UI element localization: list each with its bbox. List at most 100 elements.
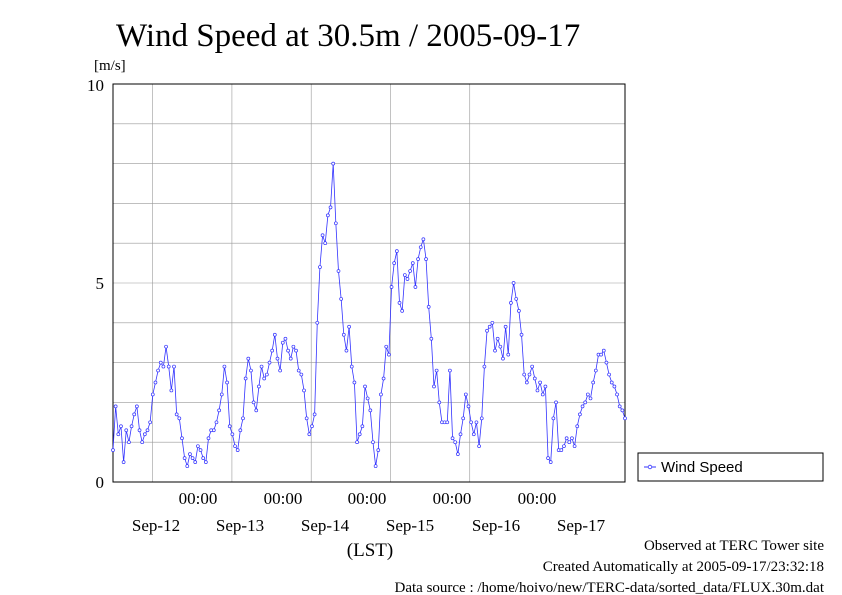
data-point [352,380,357,385]
data-point [524,380,529,385]
data-point [543,384,548,389]
data-point [368,408,373,413]
footer-source: Data source : /home/hoivo/new/TERC-data/… [395,580,825,595]
data-point [148,420,152,425]
data-point [527,372,532,377]
data-point [270,348,275,353]
series-line [112,163,626,468]
x-time-tick-label: 00:00 [264,489,303,508]
data-point [535,388,540,393]
y-axis: 0 5 10 [87,76,104,492]
data-point [495,336,500,341]
grid-lines [113,84,625,482]
data-point [142,432,147,437]
data-point [310,424,314,429]
data-point [519,332,524,337]
data-point [591,380,596,385]
legend-box [637,452,824,482]
data-point [392,261,397,265]
data-point [373,464,378,468]
data-point [307,432,312,437]
data-point [408,269,412,273]
data-point [445,420,450,425]
data-point [124,428,129,433]
data-point [400,309,405,313]
data-point [530,364,535,369]
data-point [286,348,290,353]
data-point [485,328,489,333]
data-point [379,392,383,397]
data-point [349,364,354,369]
data-point [227,424,232,429]
data-point [158,360,163,365]
data-point [503,324,508,329]
data-point [341,332,346,337]
legend-marker-icon [647,464,653,470]
data-point [572,444,577,449]
data-point [166,364,171,369]
data-point [238,428,243,433]
data-point [469,420,473,425]
x-axis: 00:00 00:00 00:00 00:00 00:00 Sep-12 Sep… [132,489,606,535]
x-date-tick-label: Sep-17 [557,516,606,535]
data-point [617,404,622,409]
data-point [257,384,261,389]
data-point [150,392,155,397]
data-point [190,456,195,460]
data-point [426,305,431,309]
data-point [395,249,399,254]
data-point [164,344,168,349]
y-tick-label-0: 0 [96,473,105,492]
data-point [463,392,468,397]
data-point [477,444,481,449]
data-point [615,392,619,397]
data-point [246,356,251,361]
data-point [429,336,434,341]
data-point [219,392,224,397]
x-time-tick-label: 00:00 [179,489,218,508]
data-point [280,340,285,345]
data-point [456,452,460,456]
data-point [355,440,359,445]
data-point [180,436,184,441]
y-axis-unit: [m/s] [94,58,126,74]
data-point [249,368,253,373]
data-point [304,416,309,421]
data-point [607,372,611,377]
legend: Wind Speed [637,452,824,482]
data-point [548,460,553,464]
x-time-tick-label: 00:00 [518,489,557,508]
data-point [296,368,301,373]
data-point [604,360,609,365]
data-point [612,384,617,389]
data-point [161,364,166,369]
data-point [522,372,527,377]
data-point [156,368,160,373]
data-point [328,205,333,210]
data-point [387,352,391,357]
data-point [182,456,187,460]
y-tick-label-10: 10 [87,76,104,95]
data-point [466,404,471,409]
data-point [111,448,115,453]
data-point [471,432,476,437]
data-point [193,460,198,464]
data-point [233,444,237,449]
data-point [312,412,317,417]
data-point [376,448,381,453]
data-point [347,324,351,329]
data-point [318,265,322,269]
data-point [461,416,466,421]
plot-frame [112,83,626,483]
data-point [132,412,137,417]
data-point [514,297,519,301]
data-point [479,416,484,421]
data-point [424,257,428,261]
data-point [365,396,370,401]
data-point [389,285,394,289]
data-point [230,432,235,437]
data-point [580,404,585,409]
data-point [336,269,341,273]
data-point [272,332,277,337]
footer-site: Observed at TERC Tower site [644,538,824,554]
